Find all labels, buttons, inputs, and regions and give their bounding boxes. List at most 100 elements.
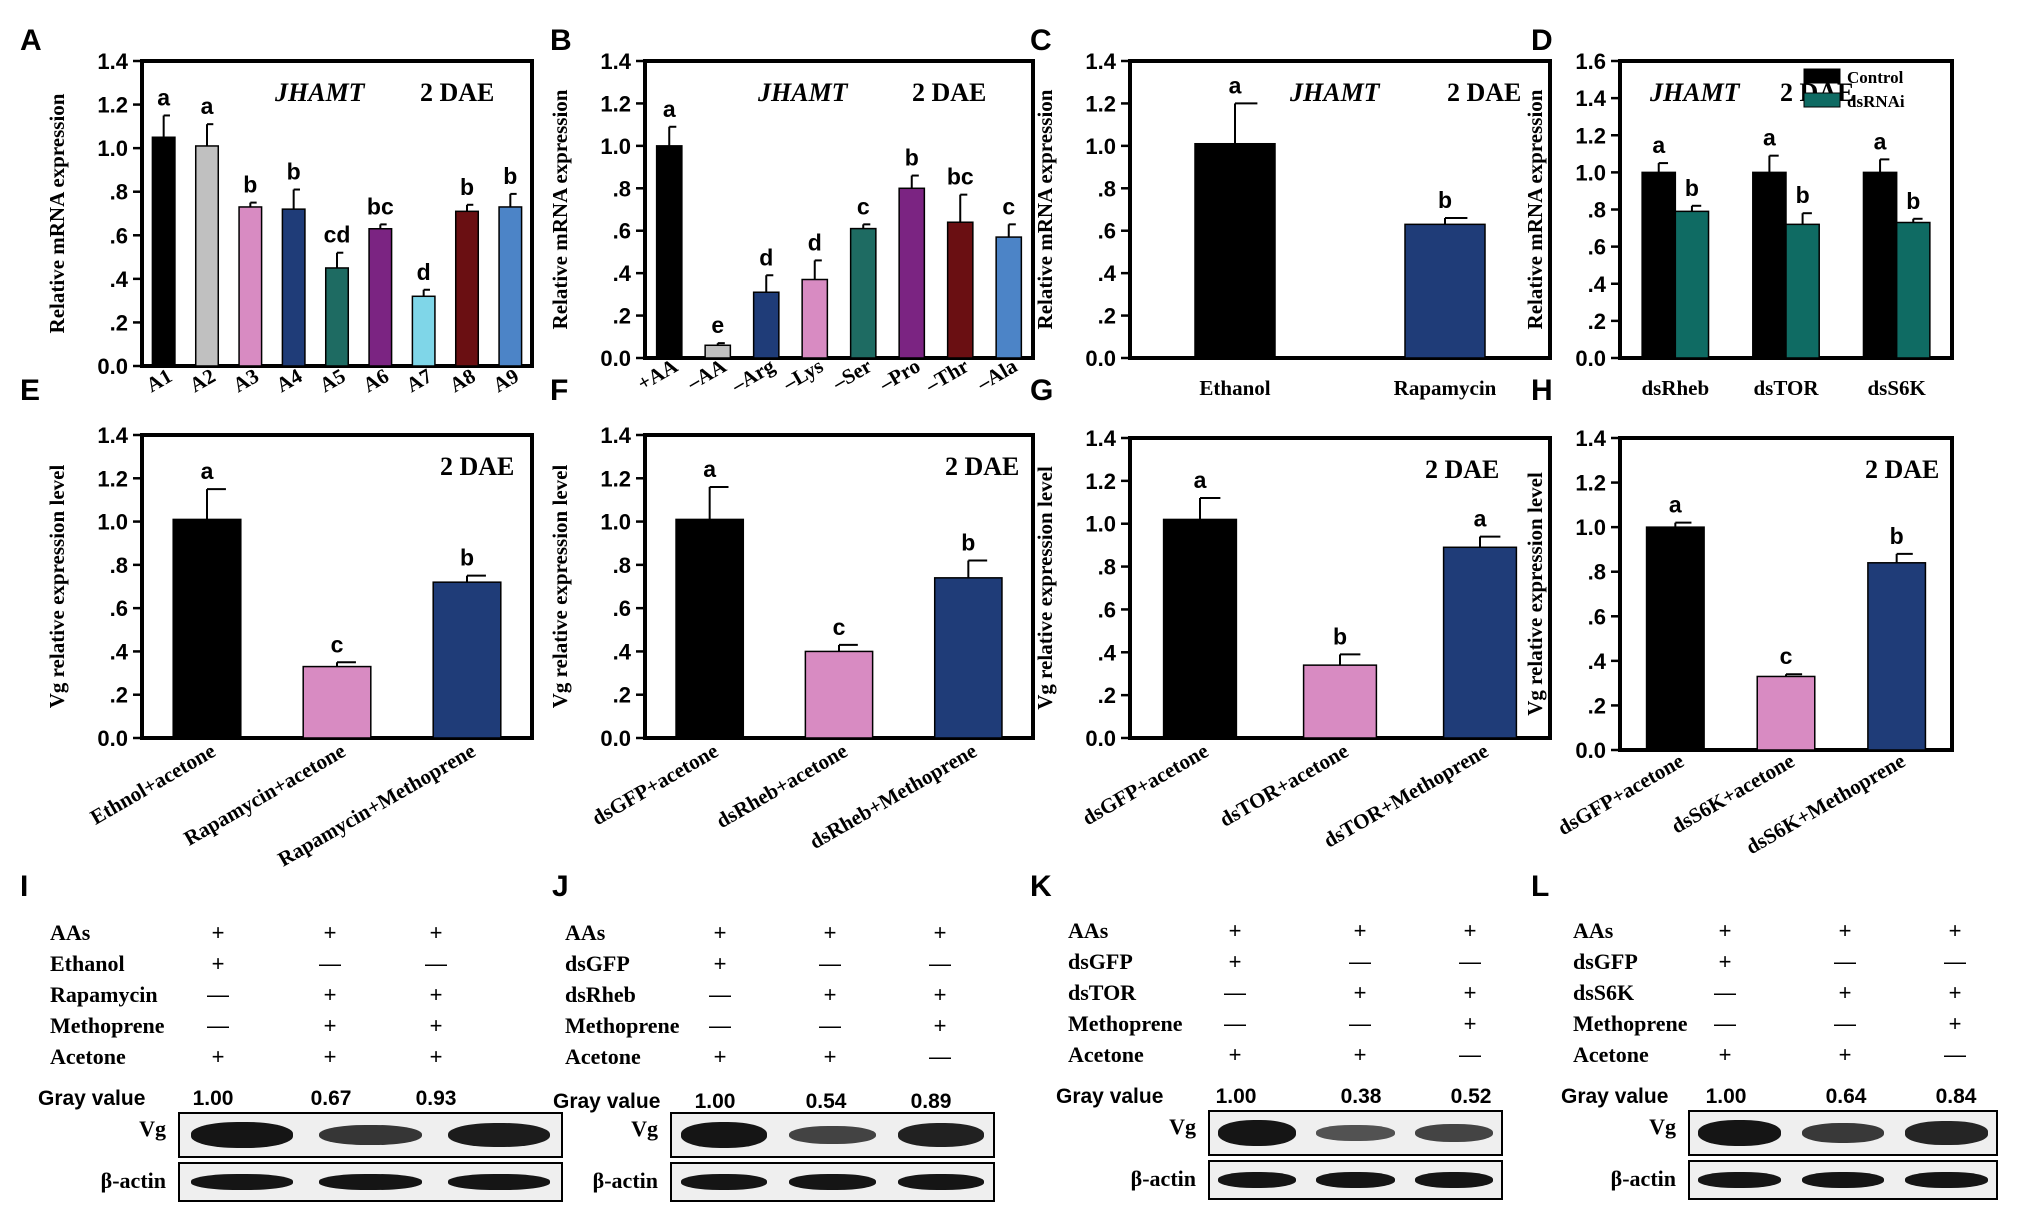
- y-tick-label: 1.2: [1575, 471, 1606, 496]
- treatment-sign: —: [425, 951, 447, 976]
- y-tick-label: .6: [613, 219, 631, 244]
- actin-band: [190, 1174, 294, 1190]
- y-tick-label: .2: [110, 310, 128, 335]
- actin-band: [319, 1174, 422, 1190]
- y-tick-label: 1.2: [97, 93, 128, 118]
- bar: [933, 577, 1003, 739]
- bar: [238, 206, 263, 367]
- y-tick-label: .4: [1588, 649, 1607, 674]
- treatment-label: Rapamycin: [50, 982, 158, 1007]
- treatment-sign: +: [1353, 918, 1367, 943]
- significance-letter: b: [287, 159, 301, 185]
- y-tick-label: 1.2: [600, 91, 631, 116]
- legend-swatch: [1803, 92, 1841, 108]
- bar: [172, 518, 242, 739]
- y-tick-label: 1.0: [97, 510, 128, 535]
- treatment-sign: +: [713, 951, 727, 976]
- bar: [675, 518, 745, 739]
- gene-label: JHAMT: [757, 78, 849, 107]
- treatment-sign: —: [709, 1013, 731, 1038]
- treatment-sign: +: [1718, 949, 1732, 974]
- y-axis-label: Vg relative expression level: [45, 465, 69, 709]
- gray-value: 0.38: [1340, 1085, 1382, 1108]
- treatment-sign: +: [211, 1044, 225, 1069]
- protein-label: Vg: [1649, 1114, 1676, 1139]
- bar: [411, 295, 436, 367]
- vg-band: [1698, 1120, 1781, 1146]
- figure-panels: A 0.0 .2 .4 .6 .8 1.0 1.2 1.4 Relative mRNA expre…: [20, 24, 1954, 870]
- bar: [946, 221, 974, 359]
- treatment-sign: —: [929, 1044, 951, 1069]
- treatment-sign: +: [323, 982, 337, 1007]
- protein-label: Vg: [1169, 1114, 1196, 1139]
- significance-letter: c: [1780, 643, 1793, 669]
- panel-label: G: [1030, 374, 1053, 407]
- y-tick-label: 1.4: [600, 423, 631, 448]
- y-axis-label: Vg relative expression level: [1523, 472, 1547, 716]
- treatment-sign: +: [823, 1044, 837, 1069]
- y-tick-label: 1.2: [1085, 91, 1116, 116]
- gray-value: 0.84: [1935, 1085, 1977, 1108]
- treatment-label: dsTOR: [1068, 980, 1137, 1005]
- significance-letter: a: [1474, 506, 1487, 532]
- treatment-sign: —: [319, 951, 341, 976]
- bar: [368, 228, 393, 367]
- significance-letter: c: [833, 614, 846, 640]
- significance-letter: c: [857, 193, 870, 219]
- treatment-sign: +: [1228, 918, 1242, 943]
- bar: [302, 665, 372, 739]
- y-tick-label: 0.0: [97, 726, 128, 751]
- y-tick-label: 1.2: [97, 466, 128, 491]
- actin-band: [1801, 1172, 1885, 1188]
- bar: [1785, 223, 1820, 359]
- significance-letter: b: [905, 145, 919, 171]
- y-tick-label: 1.2: [600, 466, 631, 491]
- treatment-label: AAs: [1068, 918, 1109, 943]
- treatment-sign: +: [1948, 1011, 1962, 1036]
- y-tick-label: 0.0: [1085, 346, 1116, 371]
- gene-label: JHAMT: [1649, 78, 1741, 107]
- significance-letter: b: [243, 172, 257, 198]
- treatment-label: dsGFP: [565, 951, 630, 976]
- vg-band: [1316, 1124, 1395, 1142]
- significance-letter: b: [1890, 523, 1904, 549]
- significance-letter: a: [1669, 492, 1682, 518]
- y-axis-label: Relative mRNA expression: [548, 89, 572, 329]
- bar: [1756, 675, 1816, 751]
- gray-value: 1.00: [1215, 1085, 1257, 1108]
- y-tick-label: 0.0: [1575, 346, 1606, 371]
- significance-letter: b: [1906, 188, 1920, 214]
- chart-d: D 0.0 .2 .4 .6 .8 1.0 1.2 1.4 1.6 Relative mRNA ex…: [1523, 24, 1954, 400]
- treatment-label: dsS6K: [1573, 980, 1635, 1005]
- significance-letter: a: [1194, 467, 1207, 493]
- treatment-sign: —: [819, 951, 841, 976]
- treatment-sign: —: [1459, 949, 1481, 974]
- y-tick-label: .2: [1588, 693, 1606, 718]
- vg-band: [190, 1122, 294, 1148]
- y-tick-label: 1.6: [1575, 49, 1606, 74]
- treatment-label: dsRheb: [565, 982, 636, 1007]
- y-axis-label: Vg relative expression level: [548, 465, 572, 709]
- stage-label: 2 DAE: [440, 452, 514, 481]
- panel-label: E: [20, 374, 40, 407]
- treatment-sign: —: [1944, 949, 1966, 974]
- treatment-sign: —: [819, 1013, 841, 1038]
- treatment-sign: —: [1714, 1011, 1736, 1036]
- treatment-sign: +: [1353, 1042, 1367, 1067]
- gray-value: 1.00: [694, 1090, 736, 1113]
- significance-letter: a: [703, 456, 716, 482]
- y-tick-label: .8: [1098, 176, 1116, 201]
- stage-label: 2 DAE: [945, 452, 1019, 481]
- significance-letter: e: [711, 312, 724, 338]
- y-axis-label: Vg relative expression level: [1033, 466, 1057, 710]
- vg-band: [1801, 1122, 1885, 1144]
- gray-value: 0.64: [1825, 1085, 1867, 1108]
- treatment-sign: +: [211, 951, 225, 976]
- y-tick-label: .2: [613, 683, 631, 708]
- treatment-label: AAs: [1573, 918, 1614, 943]
- y-tick-label: 1.4: [97, 49, 128, 74]
- y-tick-label: 1.4: [1085, 49, 1116, 74]
- treatment-sign: +: [823, 982, 837, 1007]
- y-axis-label: Relative mRNA expression: [45, 93, 69, 333]
- category-label: Rapamycin: [1394, 376, 1497, 400]
